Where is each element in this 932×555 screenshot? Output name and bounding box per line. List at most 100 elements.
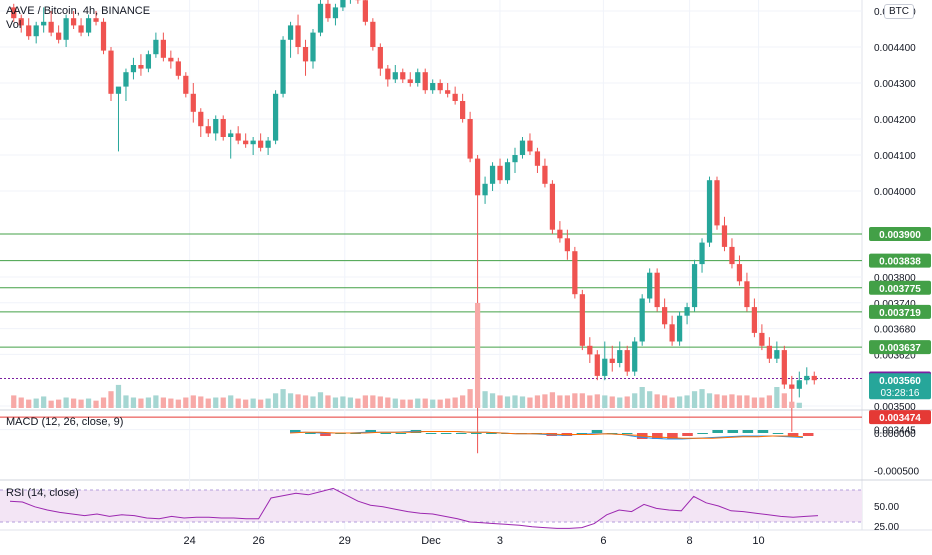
candle-body: [789, 385, 794, 389]
macd-title: MACD (12, 26, close, 9): [6, 416, 123, 428]
candle-body: [767, 346, 772, 359]
candle-body: [378, 47, 383, 69]
candle-body: [236, 133, 241, 140]
volume-bar: [729, 394, 734, 408]
volume-bar: [116, 385, 121, 408]
price-tick-label: 0.004200: [874, 115, 916, 126]
volume-bar: [677, 396, 682, 408]
volume-bar: [647, 391, 652, 408]
candle-body: [692, 264, 697, 307]
macd-histogram-bar: [396, 433, 407, 434]
level-price-label: 0.003900: [879, 230, 921, 241]
time-tick-label: 24: [184, 535, 196, 547]
volume-bar: [692, 391, 697, 408]
candle-body: [595, 354, 600, 376]
volume-bar: [482, 391, 487, 408]
candle-body: [467, 119, 472, 159]
volume-bar: [438, 400, 443, 408]
volume-bar: [11, 395, 16, 408]
volume-bar: [460, 395, 465, 408]
volume-bar: [572, 393, 577, 408]
macd-tick-label: -0.000500: [874, 467, 919, 478]
candle-body: [146, 54, 151, 68]
currency-button[interactable]: BTC: [884, 4, 914, 19]
candle-body: [804, 376, 809, 380]
time-tick-label: 6: [600, 535, 606, 547]
symbol-title: AAVE / Bitcoin, 4h, BINANCE: [6, 5, 150, 17]
volume-bar: [655, 394, 660, 408]
macd-histogram-bar: [456, 433, 467, 434]
candle-body: [512, 155, 517, 162]
volume-bar: [640, 387, 645, 408]
volume-bar: [565, 395, 570, 408]
candle-body: [535, 151, 540, 165]
candle-body: [56, 33, 61, 40]
time-tick-label: 26: [252, 535, 264, 547]
volume-bar: [213, 398, 218, 409]
volume-bar: [131, 398, 136, 409]
macd-tick-label: 0.000000: [874, 429, 916, 440]
candle-body: [71, 18, 76, 25]
volume-bar: [251, 399, 256, 408]
last-price-label: 0.003560: [879, 376, 921, 387]
candle-body: [774, 350, 779, 359]
volume-bar: [273, 393, 278, 408]
candle-body: [475, 159, 480, 196]
candle-body: [385, 69, 390, 80]
candle-body: [318, 4, 323, 33]
time-tick-label: 8: [687, 535, 693, 547]
volume-bar: [303, 395, 308, 408]
candle-body: [228, 133, 233, 137]
candle-body: [782, 350, 787, 384]
candle-body: [310, 33, 315, 62]
macd-histogram-bar: [743, 430, 754, 433]
candle-body: [131, 65, 136, 72]
volume-bar: [355, 399, 360, 408]
macd-histogram-bar: [758, 430, 769, 433]
volume-bar: [93, 401, 98, 408]
countdown-label: 03:28:16: [881, 388, 920, 399]
volume-bar: [557, 395, 562, 408]
volume-bar: [535, 395, 540, 408]
volume-bar: [453, 398, 458, 409]
volume-bar: [737, 395, 742, 408]
volume-bar: [617, 398, 622, 409]
candle-body: [408, 79, 413, 83]
candle-body: [759, 333, 764, 346]
volume-bar: [662, 395, 667, 408]
candle-body: [453, 94, 458, 101]
volume-bar: [752, 398, 757, 409]
candle-body: [520, 141, 525, 155]
rsi-tick-label: 25.00: [874, 522, 899, 533]
volume-bar: [759, 398, 764, 409]
volume-bar: [400, 400, 405, 408]
candle-body: [116, 87, 121, 94]
candle-body: [797, 380, 802, 389]
macd-histogram-bar: [682, 433, 693, 436]
volume-bar: [71, 399, 76, 408]
macd-histogram-bar: [727, 430, 738, 433]
candle-body: [617, 350, 622, 363]
candle-body: [26, 25, 31, 36]
candle-body: [430, 83, 435, 90]
volume-bar: [310, 396, 315, 408]
volume-bar: [669, 398, 674, 409]
volume-bar: [49, 401, 54, 408]
volume-bar: [168, 399, 173, 408]
candle-body: [101, 22, 106, 51]
volume-bar: [595, 394, 600, 408]
candle-body: [176, 61, 181, 75]
volume-bar: [363, 395, 368, 408]
candle-body: [423, 72, 428, 90]
candle-body: [565, 238, 570, 251]
volume-bar: [699, 389, 704, 408]
volume-bar: [789, 402, 794, 408]
volume-bar: [191, 395, 196, 408]
volume-bar: [378, 396, 383, 408]
macd-histogram-bar: [773, 433, 784, 434]
candle-body: [542, 166, 547, 184]
volume-bar: [228, 395, 233, 408]
volume-bar: [497, 395, 502, 408]
candle-body: [191, 94, 196, 112]
